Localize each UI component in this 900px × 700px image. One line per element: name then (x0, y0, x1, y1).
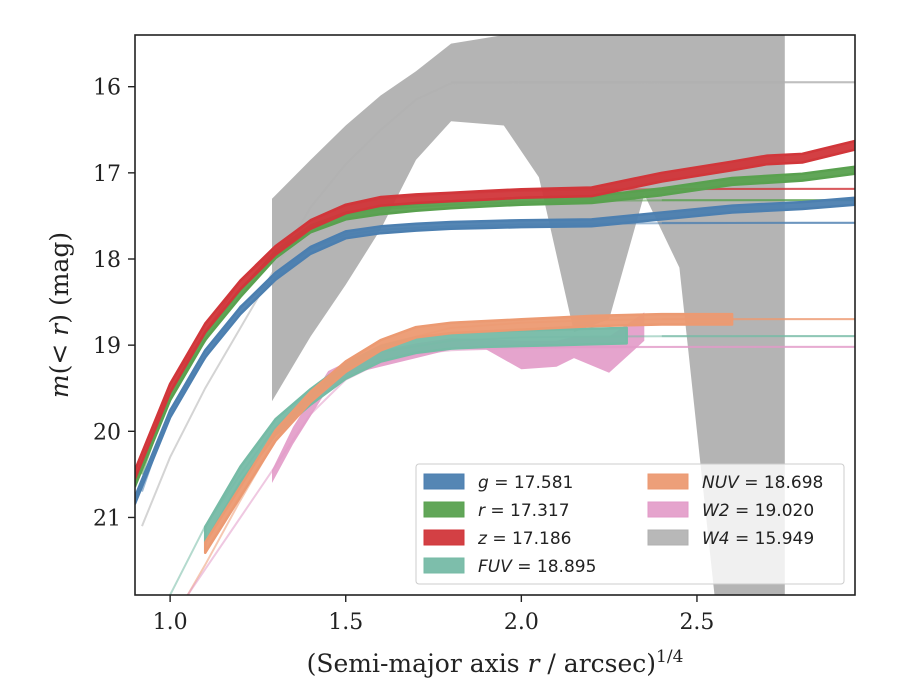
legend-label-w4: W4 = 15.949 (702, 529, 814, 549)
legend-label-w2: W2 = 19.020 (702, 501, 814, 521)
x-axis-label: (Semi-major axis r / arcsec)1/4 (307, 647, 684, 678)
legend-label-nuv: NUV = 18.698 (702, 473, 823, 493)
model-curve-w4 (141, 81, 855, 527)
legend-swatch-g (423, 473, 465, 490)
legend-swatch-w4 (647, 529, 689, 546)
series-nuv-curve (203, 312, 734, 555)
y-tick-label: 18 (93, 248, 121, 273)
legend-swatch-z (423, 529, 465, 546)
legend-swatch-r (423, 501, 465, 518)
legend-label-fuv: FUV = 18.895 (478, 557, 596, 577)
legend-swatch-nuv (647, 473, 689, 490)
y-tick-label: 19 (93, 334, 121, 359)
x-tick-label: 1.0 (153, 610, 188, 635)
y-axis-label: m(< r) (mag) (45, 232, 74, 398)
x-tick-label: 1.5 (328, 610, 363, 635)
series-g-curve (135, 196, 855, 505)
plot-area (135, 35, 855, 595)
axis-ticks: 1.0 1.5 2.0 2.5 16 17 18 19 20 21 (93, 76, 714, 635)
legend-swatch-w2 (647, 501, 689, 518)
y-tick-label: 17 (93, 162, 121, 187)
y-tick-label: 21 (93, 506, 121, 531)
legend-label-g: g = 17.581 (478, 473, 573, 493)
series-z-curve (135, 139, 855, 480)
legend-label-r: r = 17.317 (478, 501, 570, 521)
legend-swatch-fuv (423, 557, 465, 574)
legend-box (415, 463, 845, 585)
x-tick-label: 2.0 (504, 610, 539, 635)
x-tick-label: 2.5 (679, 610, 714, 635)
legend-label-z: z = 17.186 (477, 529, 571, 549)
y-tick-label: 16 (93, 76, 121, 101)
plot-frame (134, 34, 856, 596)
y-tick-label: 20 (93, 420, 121, 445)
legend: g = 17.581 r = 17.317 z = 17.186 FUV = 18.8… (415, 463, 845, 585)
